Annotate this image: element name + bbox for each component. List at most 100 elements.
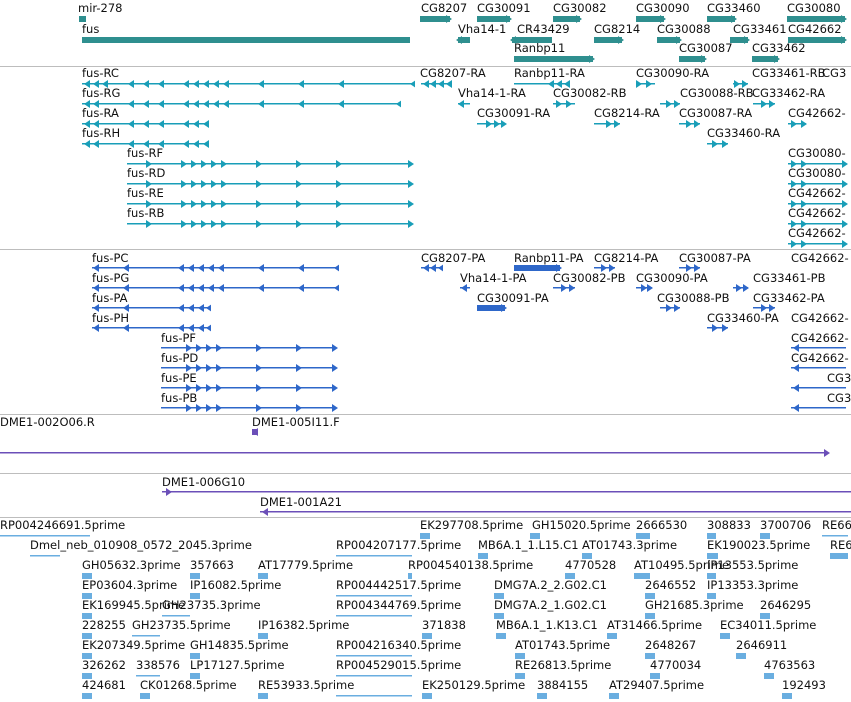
- ests-feature-est-r2-s5[interactable]: [631, 571, 653, 581]
- transcripts-feature-fus-RG[interactable]: [79, 99, 401, 109]
- proteins-label-cg30090-pa[interactable]: CG30090-PA: [636, 271, 708, 285]
- transcripts-feature-CG30088-RB[interactable]: [657, 99, 683, 109]
- ests-feature-est-r1-s0[interactable]: [27, 551, 63, 561]
- transcripts-feature-fus-RB[interactable]: [124, 219, 415, 229]
- clones-label-dme1-001a21[interactable]: DME1-001A21: [260, 495, 342, 509]
- ests-label-ek207349-5prime[interactable]: EK207349.5prime: [82, 638, 186, 652]
- genes-feature-CG33462[interactable]: [749, 54, 781, 64]
- ests-feature-est-r3-s5[interactable]: [704, 591, 719, 601]
- ests-label-gh23735-5prime[interactable]: GH23735.5prime: [132, 618, 231, 632]
- genes-feature-CG30091[interactable]: [474, 14, 513, 24]
- genes-feature-CG30090[interactable]: [633, 14, 667, 24]
- ests-label-4770034[interactable]: 4770034: [650, 658, 702, 672]
- ests-feature-est-r3-s4[interactable]: [642, 591, 658, 601]
- genes-label-cg30090[interactable]: CG30090: [636, 1, 690, 15]
- proteins-feature-fus-PF[interactable]: [158, 343, 339, 353]
- ests-label-rp004207177-5prime[interactable]: RP004207177.5prime: [336, 538, 462, 552]
- clones-feature-DME1-006G10[interactable]: [159, 487, 851, 497]
- ests-label-ip13553-5prime[interactable]: IP13553.5prime: [707, 558, 799, 572]
- genes-feature-CG33461[interactable]: [727, 35, 751, 45]
- transcripts-label-fus-rh[interactable]: fus-RH: [82, 126, 121, 140]
- ests-feature-est-r7-s3[interactable]: [333, 671, 415, 681]
- transcripts-label-fus-re[interactable]: fus-RE: [127, 186, 164, 200]
- ests-label-rp004344769-5prime[interactable]: RP004344769.5prime: [336, 598, 462, 612]
- ests-label-338576[interactable]: 338576: [136, 658, 180, 672]
- transcripts-label-fus-rf[interactable]: fus-RF: [127, 146, 164, 160]
- proteins-label-fus-pd[interactable]: fus-PD: [161, 351, 199, 365]
- transcripts-label-cg30090-ra[interactable]: CG30090-RA: [636, 66, 710, 80]
- genes-label-mir-278[interactable]: mir-278: [78, 1, 123, 15]
- ests-feature-est-r5-s0[interactable]: [79, 631, 95, 641]
- genes-feature-CG8214[interactable]: [591, 35, 625, 45]
- ests-label-rp004216340-5prime[interactable]: RP004216340.5prime: [336, 638, 462, 652]
- transcripts-label-cg42662[interactable]: CG42662-: [788, 106, 846, 120]
- ests-label-gh23735-3prime[interactable]: GH23735.3prime: [162, 598, 261, 612]
- transcripts-feature-CG-right-0[interactable]: [785, 159, 849, 169]
- ests-feature-est-r0-s4[interactable]: [704, 531, 719, 541]
- ests-feature-est-r0-s3[interactable]: [633, 531, 653, 541]
- ests-feature-est-r8-s7[interactable]: [779, 691, 795, 701]
- ests-feature-est-r2-s1[interactable]: [187, 571, 203, 581]
- ests-feature-est-r4-s2[interactable]: [333, 611, 415, 621]
- proteins-label-cg30088-pb[interactable]: CG30088-PB: [657, 291, 730, 305]
- proteins-feature-fus-PH[interactable]: [89, 323, 211, 333]
- proteins-label-cg8214-pa[interactable]: CG8214-PA: [594, 251, 659, 265]
- ests-label-2646911[interactable]: 2646911: [736, 638, 788, 652]
- ests-label-gh05632-3prime[interactable]: GH05632.3prime: [82, 558, 181, 572]
- proteins-label-cg33462-pa[interactable]: CG33462-PA: [753, 291, 825, 305]
- proteins-label-fus-ph[interactable]: fus-PH: [92, 311, 130, 325]
- ests-label-mb6a-1-1-l15-c1[interactable]: MB6A.1_1.L15.C1: [478, 538, 579, 552]
- proteins-label-cg8207-pa[interactable]: CG8207-PA: [421, 251, 486, 265]
- ests-feature-est-r2-s2[interactable]: [255, 571, 271, 581]
- ests-feature-est-r8-s1[interactable]: [137, 691, 153, 701]
- ests-label-dmg7a-2-2-g02-c1[interactable]: DMG7A.2_2.G02.C1: [494, 578, 607, 592]
- clones-label-dme1-002o06-r[interactable]: DME1-002O06.R: [0, 415, 95, 429]
- transcripts-label-cg30080[interactable]: CG30080-: [788, 166, 846, 180]
- clones-feature-DME1-005I11.F[interactable]: [249, 427, 261, 437]
- ests-feature-est-r5-s3[interactable]: [419, 631, 435, 641]
- ests-feature-est-r7-s5[interactable]: [647, 671, 663, 681]
- transcripts-feature-fus-RC[interactable]: [79, 79, 415, 89]
- proteins-feature-CG33461-PB[interactable]: [730, 283, 751, 293]
- ests-label-at29407-5prime[interactable]: AT29407.5prime: [609, 678, 705, 692]
- transcripts-label-cg33462-ra[interactable]: CG33462-RA: [752, 86, 826, 100]
- transcripts-feature-CG-right-2[interactable]: [785, 199, 849, 209]
- proteins-feature-fus-PG[interactable]: [89, 283, 339, 293]
- proteins-label-fus-pe[interactable]: fus-PE: [161, 371, 197, 385]
- genes-label-cg33461[interactable]: CG33461: [733, 22, 787, 36]
- ests-label-re53933-5prime[interactable]: RE53933.5prime: [258, 678, 355, 692]
- transcripts-label-cg33461-rb[interactable]: CG33461-RB: [752, 66, 826, 80]
- transcripts-label-fus-rc[interactable]: fus-RC: [82, 66, 119, 80]
- transcripts-label-cg42662[interactable]: CG42662-: [788, 186, 846, 200]
- proteins-feature-fus-PD[interactable]: [158, 363, 339, 373]
- proteins-feature-fus-PE[interactable]: [158, 383, 339, 393]
- ests-label-ip13353-3prime[interactable]: IP13353.3prime: [707, 578, 799, 592]
- transcripts-label-cg8207-ra[interactable]: CG8207-RA: [420, 66, 486, 80]
- ests-feature-est-r0-s1[interactable]: [417, 531, 433, 541]
- proteins-feature-CG8214-PA[interactable]: [591, 263, 618, 273]
- genes-label-fus[interactable]: fus: [82, 22, 100, 36]
- ests-feature-est-r7-s4[interactable]: [512, 671, 528, 681]
- transcripts-feature-CG30087-RA[interactable]: [676, 119, 703, 129]
- ests-feature-est-r4-s0[interactable]: [79, 611, 95, 621]
- proteins-feature-Ranbp11-PA[interactable]: [511, 263, 563, 273]
- transcripts-feature-CG-right-1[interactable]: [785, 179, 849, 189]
- ests-label-re26813-5prime[interactable]: RE26813.5prime: [515, 658, 612, 672]
- transcripts-label-cg3[interactable]: CG3: [822, 66, 847, 80]
- transcripts-feature-CG-right-3[interactable]: [785, 219, 849, 229]
- ests-feature-est-r5-s5[interactable]: [604, 631, 620, 641]
- genes-feature-CG30080[interactable]: [784, 14, 848, 24]
- ests-feature-est-r4-s5[interactable]: [757, 611, 773, 621]
- ests-feature-est-r1-s4[interactable]: [704, 551, 721, 561]
- transcripts-label-ranbp11-ra[interactable]: Ranbp11-RA: [514, 66, 585, 80]
- genes-label-cg30080[interactable]: CG30080: [787, 1, 841, 15]
- transcripts-feature-CG30091-RA[interactable]: [474, 119, 508, 129]
- ests-feature-est-r3-s0[interactable]: [79, 591, 95, 601]
- transcripts-feature-fus-RD[interactable]: [124, 179, 415, 189]
- genes-label-cg33460[interactable]: CG33460: [707, 1, 761, 15]
- genes-label-cr43429[interactable]: CR43429: [517, 22, 570, 36]
- ests-label-rp004540138-5prime[interactable]: RP004540138.5prime: [408, 558, 534, 572]
- ests-label-ip16082-5prime[interactable]: IP16082.5prime: [190, 578, 282, 592]
- ests-feature-est-r8-s6[interactable]: [606, 691, 622, 701]
- proteins-label-fus-pc[interactable]: fus-PC: [92, 251, 129, 265]
